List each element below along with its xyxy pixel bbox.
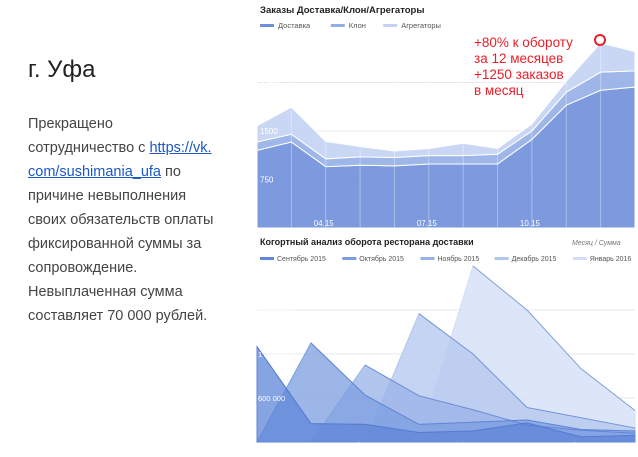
chart2-ytick: 600 000 xyxy=(258,394,285,403)
chart2-line-Январь 2016 xyxy=(472,265,636,411)
chart1-legend-label: Доставка xyxy=(278,21,311,30)
chart2-xtick: Ноябрь 2015 xyxy=(447,441,492,450)
cohort-chart: 600 000 1 200 000 1 800 000 Октябрь 2015 Ноя… xyxy=(254,232,638,452)
cohort-chart-svg: 600 000 1 200 000 1 800 000 Октябрь 2015 Ноя… xyxy=(254,232,638,452)
chart1-annotation-line: +1250 заказов xyxy=(474,67,564,82)
chart1-legend-label: Агрегаторы xyxy=(401,21,441,30)
orders-chart: 750 1500 2250 04.15 07.15 10.15 Заказы Доставк… xyxy=(254,0,638,229)
chart2-xtick: Январь 2016 xyxy=(584,441,628,450)
chart1-annotation-line: +80% к обороту xyxy=(474,35,573,50)
chart1-legend-swatch xyxy=(383,24,398,27)
body-text-end: по причине невыполнения своих обязательс… xyxy=(28,164,214,324)
chart2-legend-swatch xyxy=(342,257,357,260)
chart1-header xyxy=(254,0,638,33)
body-text: Прекращено сотрудничество с https://vk.c… xyxy=(28,112,218,328)
chart2-legend-swatch xyxy=(572,257,587,260)
chart2-legend-swatch xyxy=(420,257,435,260)
chart2-legend-label: Декабрь 2015 xyxy=(512,255,557,263)
chart2-legend-label: Октябрь 2015 xyxy=(359,255,404,263)
chart2-subtitle: Месяц / Сумма xyxy=(572,240,621,247)
chart1-annotation-line: в месяц xyxy=(474,83,524,98)
chart2-ytick: 1 800 000 xyxy=(258,306,291,315)
chart1-ytick: 2250 xyxy=(260,79,278,88)
chart2-legend-label: Сентябрь 2015 xyxy=(277,255,326,263)
chart2-xtick: Декабрь 2015 xyxy=(555,441,603,450)
chart2-line-Ноябрь 2015 xyxy=(364,364,636,434)
chart1-legend-swatch xyxy=(260,24,274,27)
chart1-ytick: 1500 xyxy=(260,127,278,136)
chart1-xtick: 10.15 xyxy=(520,219,541,228)
chart2-line-Октябрь 2015 xyxy=(310,342,636,432)
body-text-start: Прекращено сотрудничество с xyxy=(28,116,150,156)
chart1-annotation-circle xyxy=(594,34,606,46)
chart2-xtick: Октябрь 2015 xyxy=(339,441,387,450)
chart2-legend-swatch xyxy=(260,257,274,260)
chart1-annotation-line: за 12 месяцев xyxy=(474,51,563,66)
chart2-line-Декабрь 2015 xyxy=(418,313,636,429)
slide-title: г. Уфа xyxy=(28,56,96,83)
chart1-title: Заказы Доставка/Клон/Агрегаторы xyxy=(260,5,424,16)
chart2-ytick: 1 200 000 xyxy=(258,350,291,359)
chart2-legend-swatch xyxy=(494,257,509,260)
chart1-xtick: 04.15 xyxy=(314,219,335,228)
chart1-xtick: 07.15 xyxy=(417,219,438,228)
chart1-legend-label: Клон xyxy=(349,21,366,30)
chart2-legend-label: Ноябрь 2015 xyxy=(438,255,480,263)
chart1-legend-swatch xyxy=(330,24,345,27)
chart1-ytick: 750 xyxy=(260,176,274,185)
orders-chart-svg: 750 1500 2250 04.15 07.15 10.15 Заказы Доставк… xyxy=(254,0,638,229)
chart2-legend-label: Январь 2016 xyxy=(590,256,632,263)
chart2-title: Когортный анализ оборота ресторана доста… xyxy=(260,237,474,247)
vk-link[interactable]: https://vk.com/sushimania_ufa xyxy=(28,140,212,180)
chart1-area-Агрегаторы xyxy=(256,42,636,160)
chart2-line-Сентябрь 2015 xyxy=(256,346,636,438)
